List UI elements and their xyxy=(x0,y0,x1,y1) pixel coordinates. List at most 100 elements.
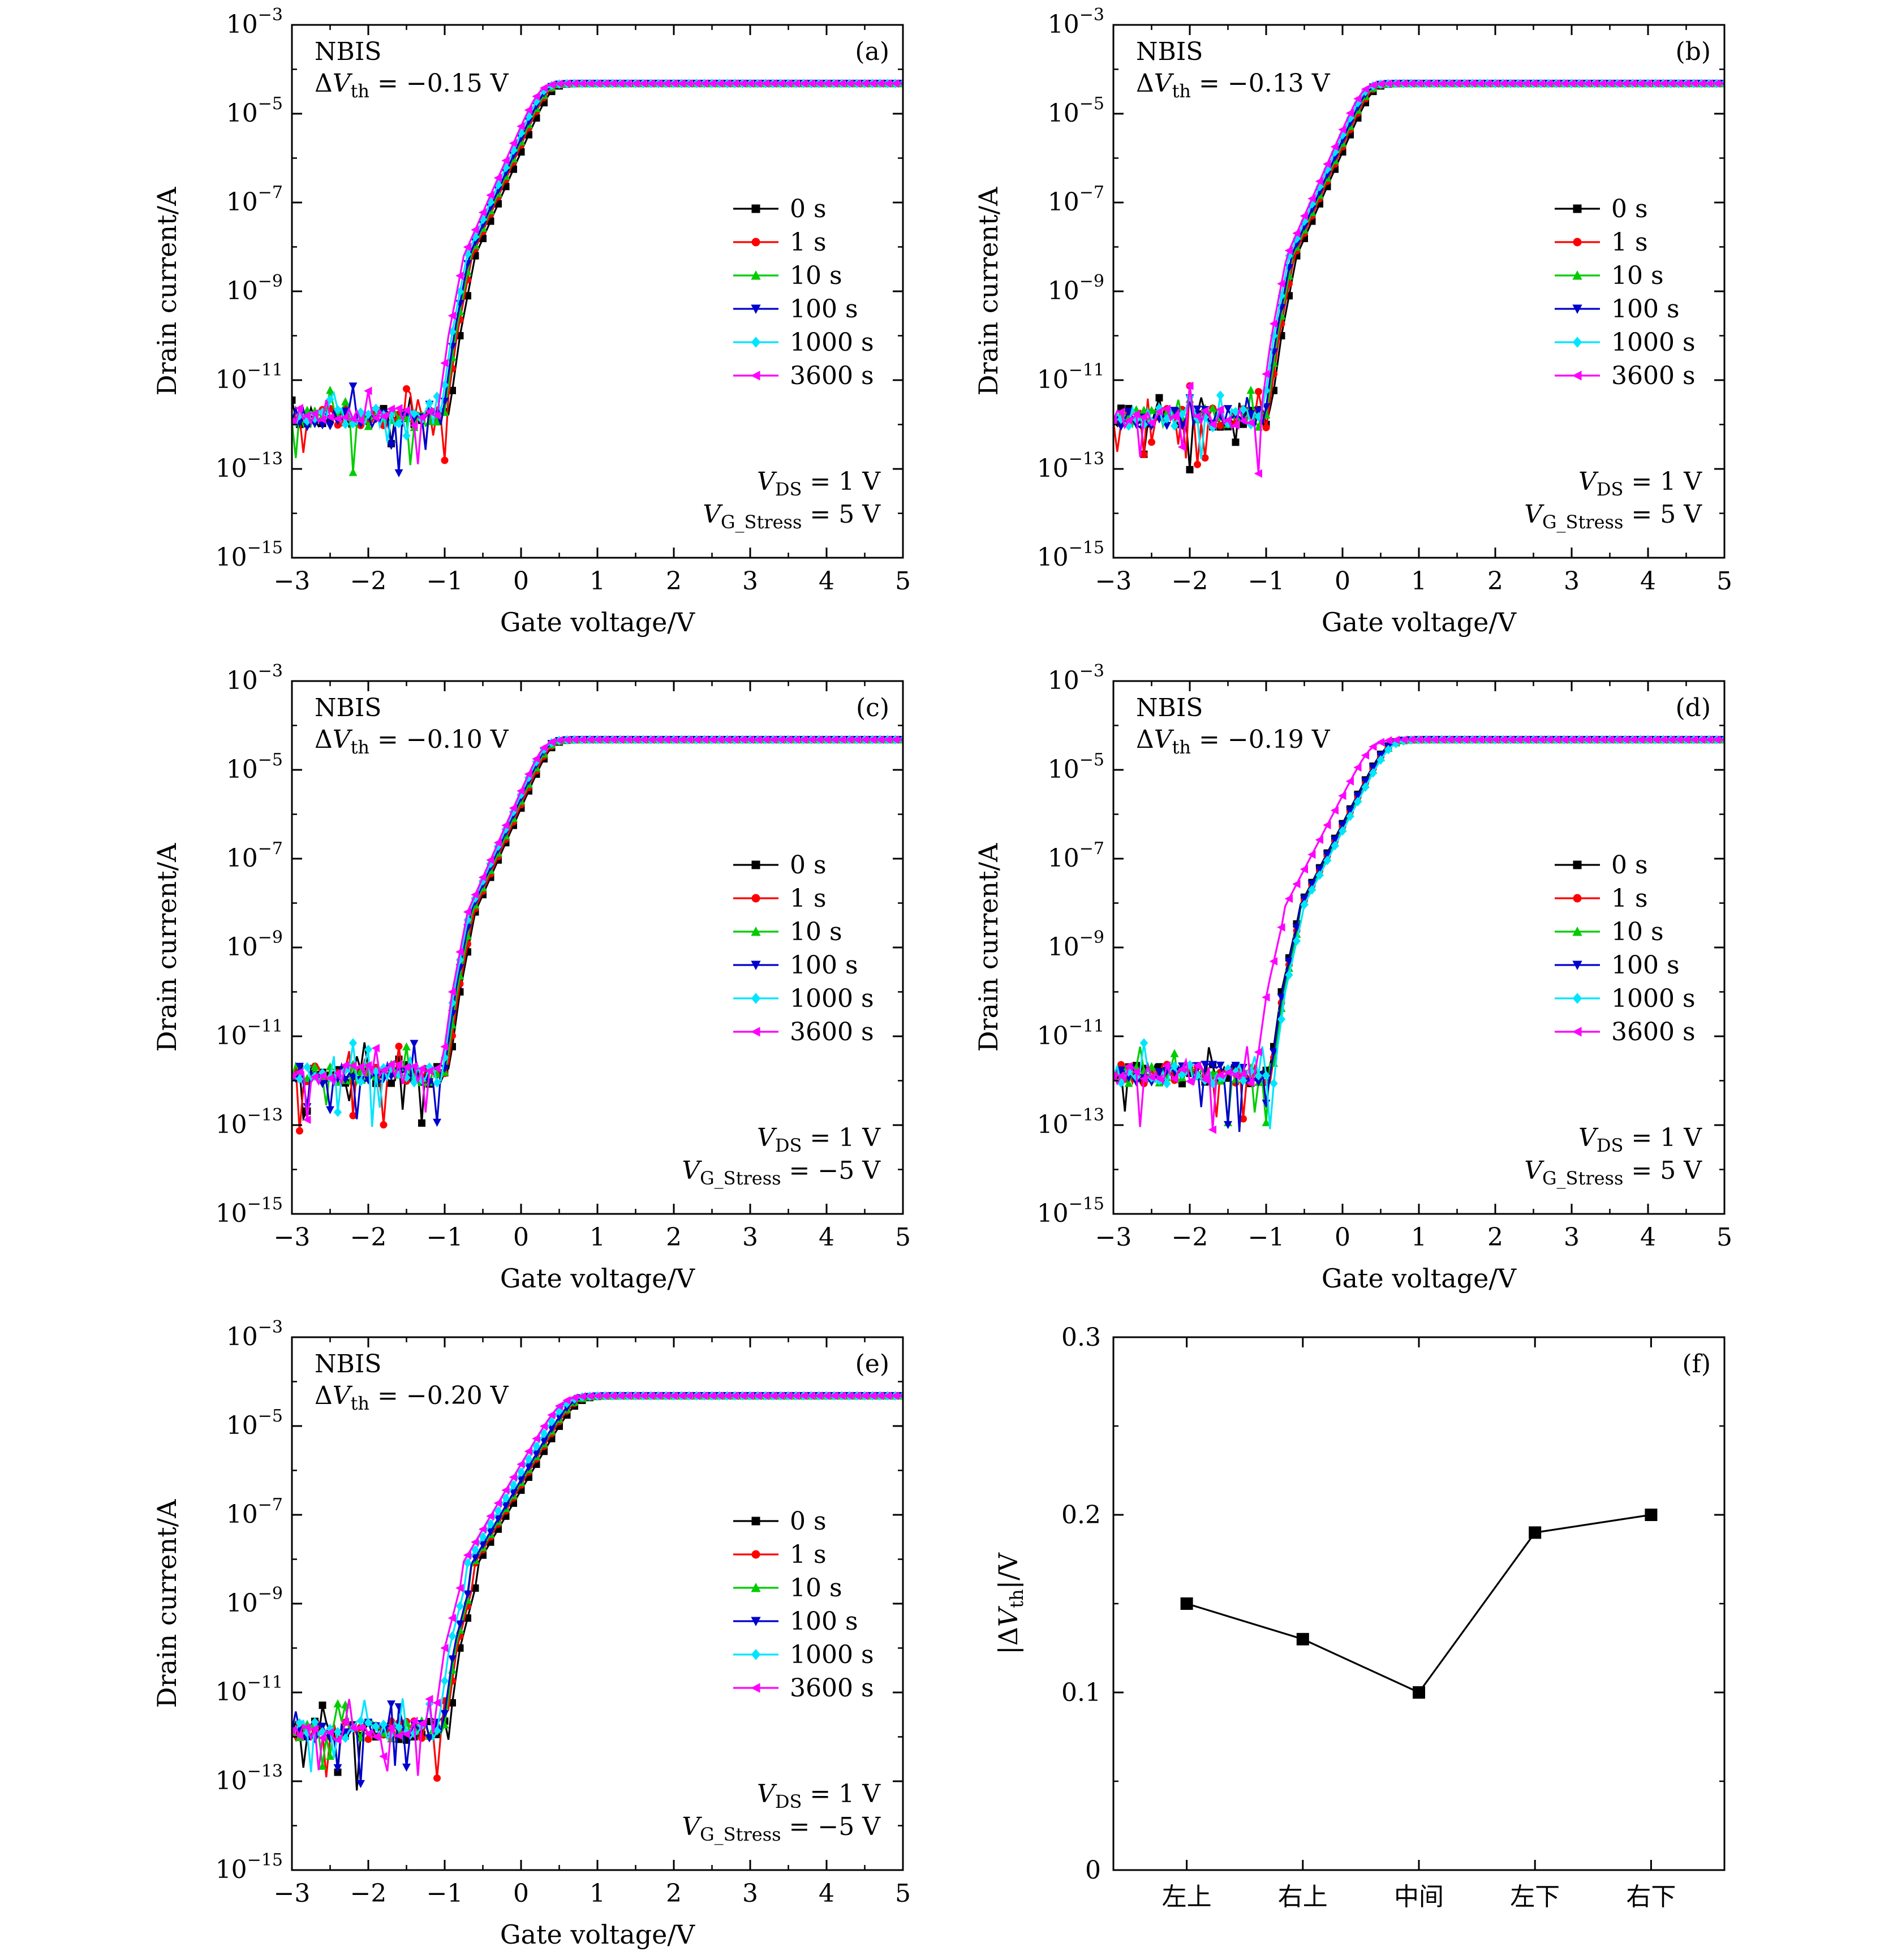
data-point xyxy=(1544,79,1552,88)
data-point xyxy=(364,1717,373,1728)
legend-label: 3600 s xyxy=(790,1018,874,1046)
data-point xyxy=(1231,421,1240,430)
curves-c xyxy=(292,735,903,1135)
data-point xyxy=(784,735,792,744)
data-point xyxy=(1132,420,1141,429)
data-point xyxy=(1177,1065,1186,1074)
data-point xyxy=(799,1392,807,1401)
legend-label: 1000 s xyxy=(1611,328,1696,357)
data-point xyxy=(539,743,548,752)
data-point xyxy=(623,1392,632,1401)
data-point xyxy=(325,413,334,422)
data-point xyxy=(425,1066,433,1075)
data-point xyxy=(295,1731,303,1740)
data-point xyxy=(1369,768,1378,778)
data-point xyxy=(433,1774,441,1782)
data-point xyxy=(372,1721,380,1731)
data-point xyxy=(364,386,372,395)
data-point xyxy=(669,79,678,88)
x-tick-label: 0 xyxy=(513,1223,529,1252)
data-point xyxy=(1384,79,1392,88)
data-point xyxy=(685,1392,693,1401)
data-point xyxy=(753,1392,761,1401)
data-point xyxy=(303,411,311,420)
x-tick-label: −3 xyxy=(1095,1223,1132,1252)
data-point xyxy=(524,1447,532,1456)
data-point xyxy=(1521,735,1530,744)
data-point xyxy=(1113,1071,1117,1079)
data-point xyxy=(486,855,494,864)
data-point xyxy=(814,735,823,744)
data-point xyxy=(1598,735,1606,744)
data-point xyxy=(1208,1061,1217,1069)
data-point xyxy=(890,1392,899,1401)
y-tick-label: 10−3 xyxy=(226,5,283,39)
data-point xyxy=(524,1463,533,1471)
data-point xyxy=(333,1069,342,1078)
data-point xyxy=(1422,735,1430,744)
data-point xyxy=(1201,1061,1210,1069)
legend-b: 0 s 1 s 10 s 100 s 1000 s 3600 s xyxy=(1555,195,1696,390)
data-point xyxy=(1323,855,1332,865)
data-point xyxy=(570,79,578,88)
condition-vg-stress: VG_Stress = −5 V xyxy=(682,1156,881,1189)
data-point xyxy=(296,1127,303,1135)
data-point xyxy=(1460,79,1469,88)
data-point xyxy=(860,1392,868,1401)
data-point xyxy=(448,311,456,320)
data-point xyxy=(501,1502,510,1510)
data-point xyxy=(692,735,700,744)
legend-marker xyxy=(1573,894,1582,903)
y-tick-label: 10−11 xyxy=(1037,1016,1104,1050)
legend-marker xyxy=(751,304,761,314)
legend-label: 100 s xyxy=(790,295,858,324)
data-point xyxy=(1285,957,1293,966)
data-point xyxy=(1315,865,1324,874)
data-point xyxy=(311,1717,319,1727)
data-point xyxy=(440,1710,449,1718)
data-point xyxy=(1185,381,1194,390)
data-point xyxy=(746,735,754,744)
data-point xyxy=(1559,735,1568,744)
y-tick-label: 10−3 xyxy=(1048,5,1104,39)
x-tick-label: −1 xyxy=(1248,1223,1285,1252)
data-point xyxy=(570,1393,578,1402)
data-point xyxy=(1498,735,1507,744)
data-point xyxy=(1178,409,1186,419)
data-point xyxy=(1369,764,1378,772)
x-tick-label: 0 xyxy=(513,1879,529,1908)
data-point xyxy=(1185,1077,1194,1086)
data-point xyxy=(1300,895,1309,903)
data-point xyxy=(1513,735,1522,744)
data-point xyxy=(1254,1048,1262,1057)
data-point xyxy=(1720,737,1724,742)
data-point xyxy=(349,1074,358,1082)
data-point xyxy=(1216,1061,1225,1070)
x-tick-label: −3 xyxy=(274,1223,311,1252)
y-tick-label: 10−3 xyxy=(226,661,283,695)
data-point xyxy=(1613,735,1621,744)
data-point xyxy=(1552,735,1560,744)
data-point xyxy=(1437,79,1445,88)
legend-label: 10 s xyxy=(790,917,842,946)
data-point xyxy=(292,396,296,404)
data-point xyxy=(1132,1067,1140,1076)
data-point xyxy=(1353,763,1362,772)
panel-label: (a) xyxy=(855,37,889,66)
data-point xyxy=(341,397,350,406)
data-point xyxy=(349,415,357,424)
data-point xyxy=(509,804,517,813)
data-point xyxy=(455,1601,464,1611)
data-point xyxy=(1162,404,1171,413)
legend-label: 1000 s xyxy=(790,328,874,357)
data-point xyxy=(593,79,601,88)
y-tick-label: 10−9 xyxy=(226,928,283,962)
legend-label: 3600 s xyxy=(790,361,874,390)
legend-d: 0 s 1 s 10 s 100 s 1000 s 3600 s xyxy=(1555,851,1696,1046)
data-point xyxy=(356,416,364,425)
data-point xyxy=(1201,406,1209,415)
data-point xyxy=(463,243,471,252)
data-point xyxy=(417,1064,425,1073)
data-point xyxy=(1269,957,1277,966)
data-point xyxy=(333,1764,342,1773)
